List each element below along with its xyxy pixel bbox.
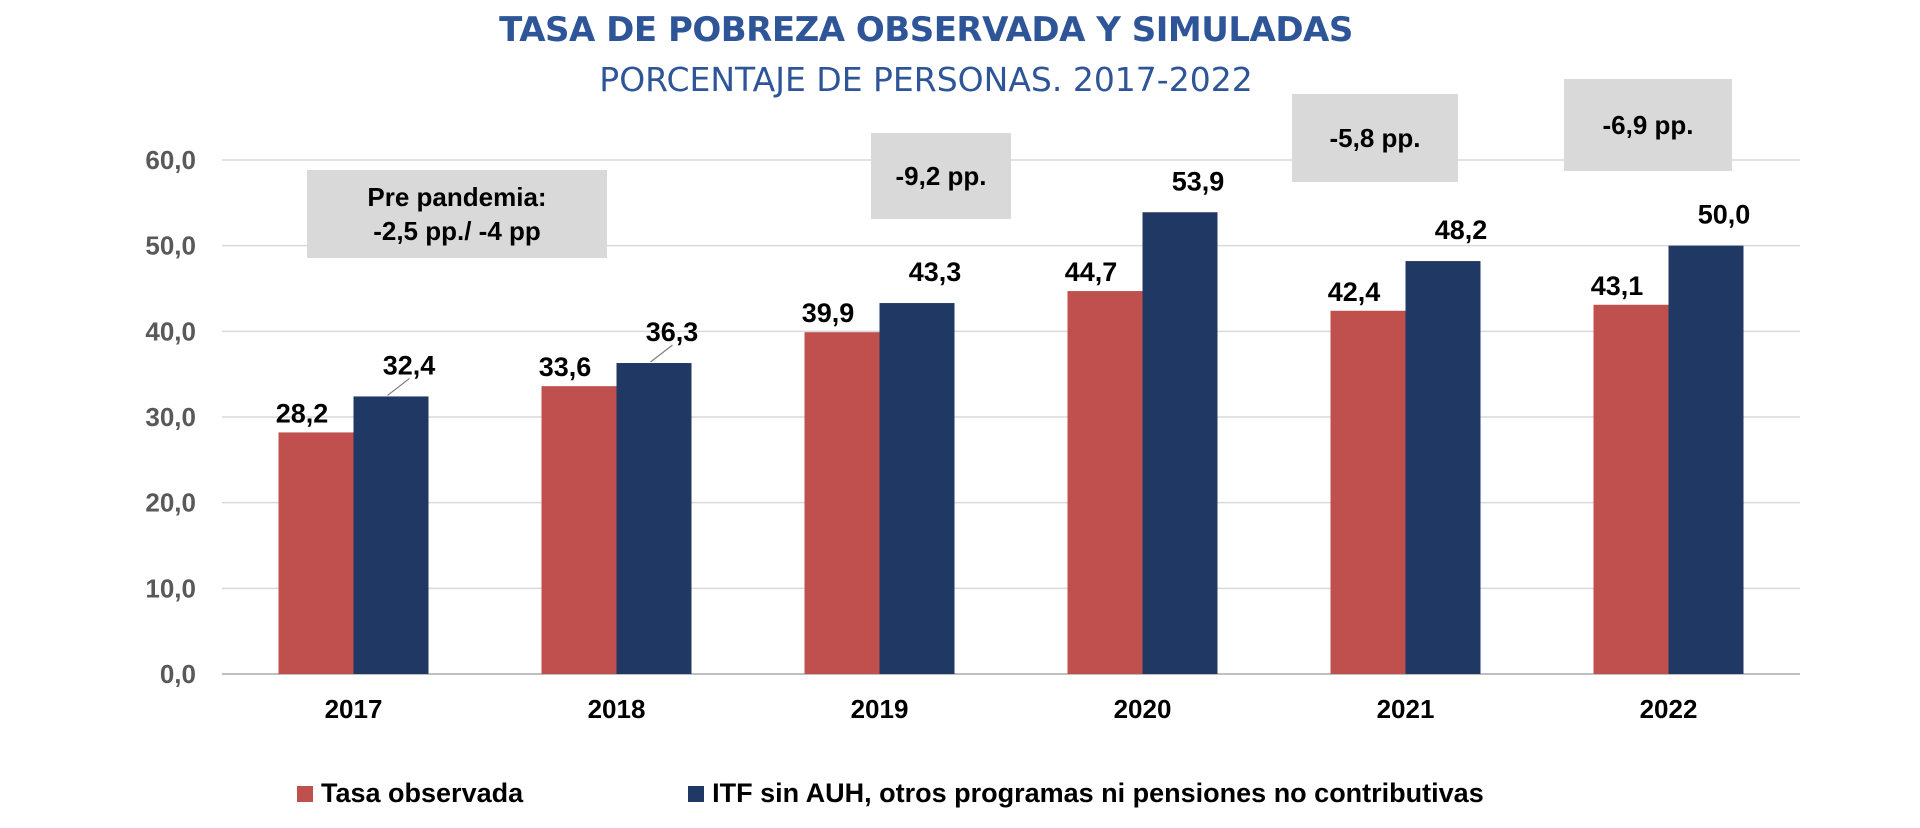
annotation-line: Pre pandemia: — [367, 182, 547, 212]
bar-observada-2021 — [1330, 310, 1406, 674]
x-category-label: 2018 — [588, 694, 646, 724]
data-label: 43,3 — [909, 257, 962, 287]
leader-line — [650, 344, 673, 363]
x-category-label: 2020 — [1114, 694, 1172, 724]
chart-title: TASA DE POBREZA OBSERVADA Y SIMULADAS — [499, 10, 1353, 50]
bar-itf-2017 — [353, 396, 429, 674]
y-tick-label: 40,0 — [145, 316, 196, 346]
legend-swatch-navy — [688, 785, 705, 802]
data-label: 53,9 — [1172, 166, 1225, 196]
legend-label: ITF sin AUH, otros programas ni pensione… — [712, 778, 1484, 808]
legend-label: Tasa observada — [321, 778, 524, 808]
annotation-box-2017: Pre pandemia: -2,5 pp./ -4 pp — [307, 170, 607, 258]
annotation-line: -2,5 pp./ -4 pp — [373, 216, 541, 246]
bar-observada-2018 — [541, 386, 617, 674]
bar-observada-2019 — [804, 332, 880, 674]
data-label: 43,1 — [1591, 271, 1644, 301]
x-category-label: 2021 — [1377, 694, 1435, 724]
y-tick-label: 20,0 — [145, 488, 196, 518]
bar-observada-2017 — [278, 432, 354, 674]
data-label: 50,0 — [1698, 200, 1751, 230]
data-label: 48,2 — [1435, 215, 1488, 245]
x-axis-categories: 2017 2018 2019 2020 2021 2022 — [325, 694, 1698, 724]
x-category-label: 2019 — [851, 694, 909, 724]
data-label: 44,7 — [1065, 257, 1118, 287]
bars — [278, 212, 1744, 675]
annotation-line: -5,8 pp. — [1329, 123, 1421, 153]
x-category-label: 2017 — [325, 694, 383, 724]
annotation-line: -6,9 pp. — [1602, 110, 1694, 140]
bar-observada-2022 — [1593, 304, 1669, 674]
bar-itf-2020 — [1142, 212, 1218, 675]
data-label: 32,4 — [383, 350, 436, 380]
y-tick-label: 50,0 — [145, 231, 196, 261]
annotation-box-2019: -9,2 pp. — [871, 133, 1011, 219]
data-labels: 28,2 32,4 33,6 36,3 39,9 43,3 44,7 53,9 42,4 48,2… — [276, 166, 1751, 428]
data-label: 36,3 — [646, 317, 699, 347]
bar-itf-2021 — [1405, 261, 1481, 674]
y-tick-label: 60,0 — [145, 145, 196, 175]
bar-observada-2020 — [1067, 291, 1143, 674]
bar-itf-2018 — [616, 363, 692, 674]
chart-subtitle: PORCENTAJE DE PERSONAS. 2017-2022 — [599, 60, 1253, 99]
data-label: 42,4 — [1328, 277, 1381, 307]
annotation-box-2022: -6,9 pp. — [1564, 79, 1732, 171]
bar-itf-2019 — [879, 303, 955, 674]
annotation-box-2021: -5,8 pp. — [1292, 94, 1458, 182]
data-label: 39,9 — [802, 298, 855, 328]
leader-line — [387, 377, 410, 396]
y-axis-ticks: 0,0 10,0 20,0 30,0 40,0 50,0 60,0 — [145, 145, 196, 689]
data-label: 33,6 — [539, 352, 592, 382]
legend: Tasa observada ITF sin AUH, otros progra… — [297, 778, 1484, 809]
legend-item-itf: ITF sin AUH, otros programas ni pensione… — [688, 778, 1484, 809]
legend-swatch-red — [297, 785, 313, 802]
annotation-line: -9,2 pp. — [895, 161, 987, 191]
y-tick-label: 0,0 — [160, 659, 196, 689]
bar-itf-2022 — [1668, 245, 1744, 674]
y-tick-label: 30,0 — [145, 402, 196, 432]
label-leader-lines — [387, 344, 673, 396]
legend-item-tasa-observada: Tasa observada — [297, 778, 523, 809]
x-category-label: 2022 — [1640, 694, 1698, 724]
y-tick-label: 10,0 — [145, 573, 196, 603]
data-label: 28,2 — [276, 398, 329, 428]
